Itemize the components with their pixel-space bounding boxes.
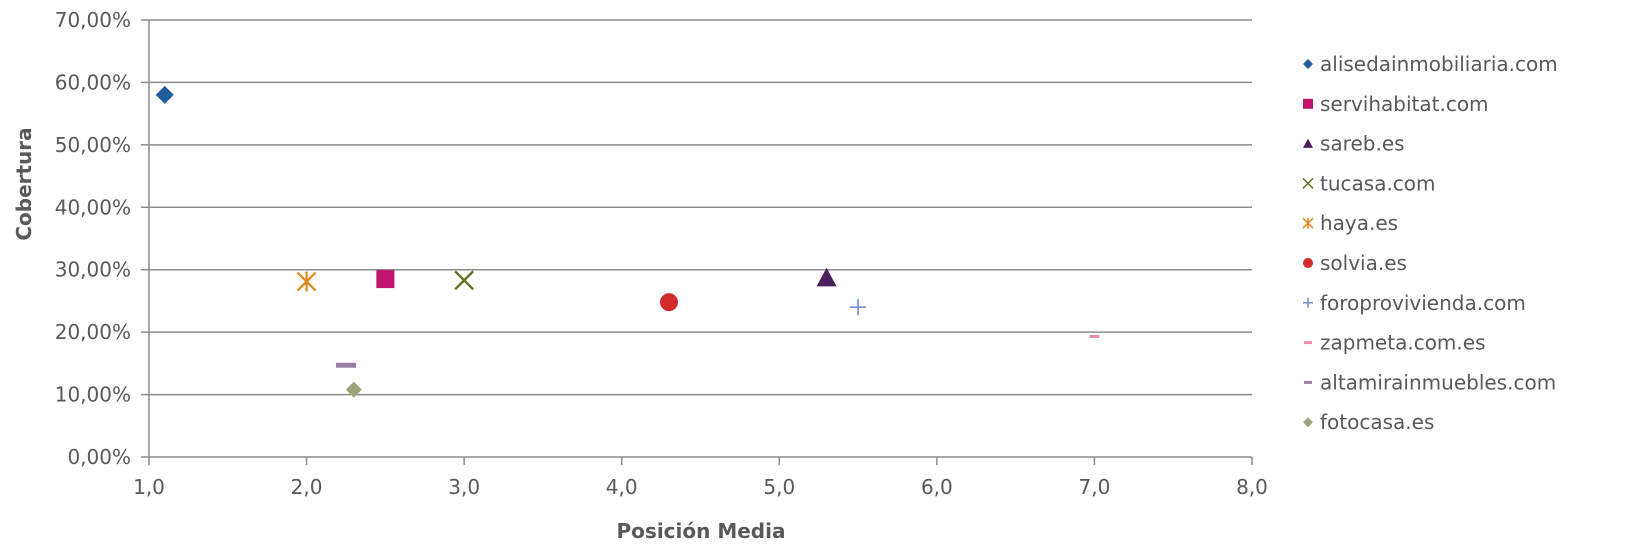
- marker-shape: [1302, 177, 1314, 189]
- marker-shape: [1089, 335, 1100, 339]
- legend-label: sareb.es: [1320, 132, 1405, 156]
- y-axis-title: Cobertura: [12, 127, 36, 240]
- x-tick-label: 6,0: [921, 475, 953, 499]
- marker-shape: [850, 299, 867, 316]
- legend-marker: [1304, 341, 1312, 345]
- x-tick-label: 1,0: [133, 475, 165, 499]
- data-point: [345, 381, 362, 398]
- marker-shape: [816, 267, 837, 287]
- data-point: [816, 267, 837, 287]
- legend-label: tucasa.com: [1320, 171, 1436, 195]
- x-axis-title: Posición Media: [617, 519, 786, 543]
- y-tick-labels: 0,00% 10,00% 20,00% 30,00% 40,00% 50,00% 60,00…: [55, 8, 131, 469]
- legend-marker: [1304, 380, 1312, 384]
- data-point: [155, 85, 174, 104]
- legend-item: foroprovivienda.com: [1303, 291, 1526, 315]
- y-tick-label: 60,00%: [55, 70, 131, 94]
- data-point: [376, 270, 395, 289]
- data-point: [454, 270, 474, 291]
- legend-marker: [1303, 138, 1313, 148]
- data-point: [296, 271, 317, 292]
- legend-marker: [1302, 177, 1314, 189]
- marker-shape: [1303, 258, 1313, 268]
- marker-shape: [1304, 341, 1312, 345]
- marker-shape: [1303, 297, 1313, 308]
- legend-marker: [1302, 217, 1314, 229]
- legend-label: servihabitat.com: [1320, 92, 1489, 116]
- x-tick-labels: 1,0 2,0 3,0 4,0 5,0 6,0 7,0 8,0: [133, 475, 1268, 499]
- legend-item: tucasa.com: [1302, 171, 1436, 195]
- legend-marker: [1303, 258, 1313, 268]
- marker-shape: [376, 270, 395, 289]
- legend-item: sareb.es: [1303, 132, 1405, 156]
- marker-shape: [155, 85, 174, 104]
- marker-shape: [454, 270, 474, 291]
- data-point: [659, 293, 678, 312]
- data-point: [850, 299, 867, 316]
- y-tick-label: 10,00%: [55, 383, 131, 407]
- legend-marker: [1303, 59, 1313, 69]
- legend-label: solvia.es: [1320, 251, 1407, 275]
- marker-shape: [296, 271, 317, 292]
- y-tick-label: 40,00%: [55, 195, 131, 219]
- legend-label: fotocasa.es: [1320, 410, 1434, 434]
- axes: [141, 19, 1253, 465]
- data-point: [335, 362, 356, 368]
- x-tick-label: 5,0: [763, 475, 795, 499]
- y-tick-label: 70,00%: [55, 8, 131, 32]
- x-tick-label: 8,0: [1236, 475, 1268, 499]
- y-tick-label: 50,00%: [55, 133, 131, 157]
- legend-item: servihabitat.com: [1303, 92, 1489, 116]
- marker-shape: [1302, 217, 1314, 229]
- marker-shape: [1303, 138, 1313, 148]
- marker-shape: [335, 362, 356, 368]
- legend-item: alisedainmobiliaria.com: [1303, 52, 1558, 76]
- marker-shape: [1303, 417, 1313, 428]
- x-tick-label: 7,0: [1079, 475, 1111, 499]
- legend-item: fotocasa.es: [1303, 410, 1434, 434]
- y-tick-label: 0,00%: [67, 445, 131, 469]
- legend-label: alisedainmobiliaria.com: [1320, 52, 1558, 76]
- legend-marker: [1303, 98, 1313, 109]
- gridlines: [149, 19, 1252, 396]
- y-tick-label: 30,00%: [55, 258, 131, 282]
- legend-label: zapmeta.com.es: [1320, 331, 1486, 355]
- legend-label: foroprovivienda.com: [1320, 291, 1526, 315]
- legend-label: altamirainmuebles.com: [1320, 370, 1556, 394]
- marker-shape: [1304, 380, 1312, 384]
- legend: alisedainmobiliaria.com servihabitat.com s…: [1302, 52, 1558, 434]
- legend-marker: [1303, 297, 1313, 308]
- legend-label: haya.es: [1320, 211, 1398, 235]
- marker-shape: [345, 381, 362, 398]
- data-point: [1089, 335, 1100, 339]
- legend-marker: [1303, 417, 1313, 428]
- marker-shape: [1303, 59, 1313, 69]
- legend-item: haya.es: [1302, 211, 1398, 235]
- x-tick-label: 4,0: [606, 475, 638, 499]
- data-points: [155, 85, 1100, 398]
- legend-item: altamirainmuebles.com: [1304, 370, 1556, 394]
- legend-item: solvia.es: [1303, 251, 1407, 275]
- marker-shape: [1303, 98, 1313, 109]
- marker-shape: [659, 293, 678, 312]
- x-tick-label: 3,0: [448, 475, 480, 499]
- x-tick-label: 2,0: [291, 475, 323, 499]
- legend-item: zapmeta.com.es: [1304, 331, 1486, 355]
- y-tick-label: 20,00%: [55, 320, 131, 344]
